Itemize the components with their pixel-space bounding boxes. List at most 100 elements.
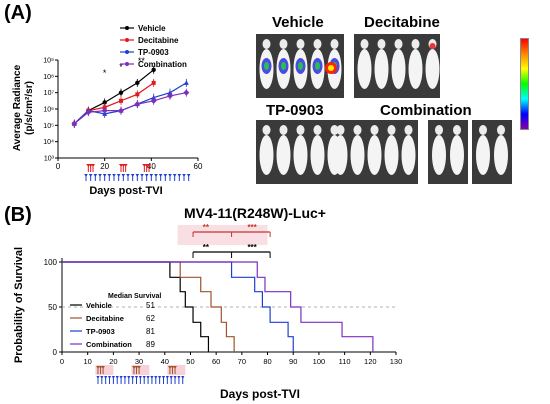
radiance-y-tick-label: 10⁶ <box>43 107 54 114</box>
tp0903-dose-arrowhead <box>102 174 107 177</box>
radiance-point <box>183 89 190 96</box>
km-y-tick-label: 0 <box>53 348 58 357</box>
radiance-y-tick-label: 10⁵ <box>43 123 54 130</box>
km-x-tick-label: 30 <box>135 357 143 366</box>
km-tp0903-dose-arrowhead <box>107 376 112 379</box>
km-tp0903-dose-arrowhead <box>111 376 115 379</box>
combination-bioluminescence-image-1 <box>330 120 418 184</box>
km-tp0903-dose-arrowhead <box>96 376 100 379</box>
tp0903-dose-arrowhead <box>93 174 98 177</box>
km-y-tick-label: 100 <box>44 258 58 267</box>
imaging-title-decitabine: Decitabine <box>364 14 440 31</box>
km-tp0903-dose-arrowhead <box>165 376 169 379</box>
tp0903-dose-arrowhead <box>98 174 102 177</box>
radiance-point <box>102 100 107 105</box>
radiance-point <box>71 120 78 127</box>
radiance-point <box>183 80 189 85</box>
tp0903-dose-arrowhead <box>140 174 144 177</box>
tp0903-dose-arrowhead <box>135 174 140 177</box>
decitabine-bioluminescence-image <box>354 34 440 98</box>
km-x-tick-label: 110 <box>339 357 351 366</box>
bracket-shade <box>177 225 268 245</box>
radiance-legend-label-0: Vehicle <box>138 24 166 33</box>
panel-b-label: (B) <box>4 204 32 226</box>
km-decitabine-dose-arrowhead <box>134 366 139 369</box>
km-title: MV4-11(R248W)-Luc+ <box>184 205 326 221</box>
survival-km-chart: MV4-11(R248W)-Luc+ Probability of Surviv… <box>13 205 403 401</box>
km-legend-label-0: Vehicle <box>86 301 112 310</box>
bracket-sig-4: *** <box>247 243 257 252</box>
dosing-shade-1 <box>131 365 150 375</box>
km-tp0903-dose-arrowhead <box>138 376 142 379</box>
tp0903-dose-arrowhead <box>121 174 126 177</box>
km-tp0903-dose-arrowhead <box>150 376 154 379</box>
decitabine-dose-arrowhead <box>91 164 95 167</box>
radiance-point <box>101 107 108 114</box>
km-tp0903-dose-arrowhead <box>158 376 162 379</box>
km-decitabine-dose-arrowhead <box>96 366 100 369</box>
km-tp0903-dose-arrowhead <box>173 376 177 379</box>
radiance-series-line-0 <box>73 69 155 125</box>
radiance-point <box>135 92 140 97</box>
km-x-tick-label: 10 <box>84 357 92 366</box>
km-decitabine-dose-arrowhead <box>168 366 172 369</box>
tp0903-dose-arrowhead <box>130 174 135 177</box>
radiance-point <box>134 101 141 108</box>
km-tp0903-dose-arrowhead <box>127 376 131 379</box>
tp0903-dose-arrowhead <box>186 174 191 177</box>
radiance-significance-mark: ** <box>138 56 146 66</box>
tp0903-dose-arrowhead <box>168 174 172 177</box>
panel-a-label: (A) <box>4 2 32 24</box>
radiance-point <box>118 107 124 114</box>
radiance-point <box>119 98 123 103</box>
km-x-tick-label: 40 <box>161 357 169 366</box>
km-tp0903-dose-arrowhead <box>154 376 158 379</box>
km-series-line-0 <box>62 261 210 352</box>
km-legend-median-1: 62 <box>146 314 155 323</box>
km-tp0903-dose-arrowhead <box>119 376 123 379</box>
tp0903-dose-arrowhead <box>84 174 88 177</box>
radiance-legend-marker-2 <box>125 50 129 54</box>
radiance-xlabel: Days post-TVI <box>89 185 162 197</box>
km-tp0903-dose-arrowhead <box>123 376 127 379</box>
radiance-point <box>85 109 92 116</box>
tp0903-dose-arrowhead <box>116 174 121 177</box>
combination-bioluminescence-image-2 <box>428 120 468 184</box>
km-tp0903-dose-arrowhead <box>169 376 173 379</box>
tp0903-dose-arrowhead <box>154 174 158 177</box>
radiance-y-tick-label: 10⁹ <box>43 58 54 65</box>
radiance-y-tick-label: 10⁷ <box>44 90 55 97</box>
km-legend-median-3: 89 <box>146 340 155 349</box>
km-decitabine-dose-arrowhead <box>137 366 141 369</box>
radiance-legend-label-3: Combination <box>138 60 187 69</box>
combination-bioluminescence-image-3 <box>472 120 512 184</box>
radiance-legend-label-2: TP-0903 <box>138 48 169 57</box>
imaging-title-vehicle: Vehicle <box>272 14 324 31</box>
radiance-point <box>151 80 156 85</box>
radiance-point <box>118 90 124 95</box>
dosing-shade-0 <box>95 365 114 375</box>
km-tp0903-dose-arrowhead <box>100 376 104 379</box>
decitabine-dose-arrowhead <box>123 164 128 167</box>
radiance-significance-mark: * <box>103 68 107 78</box>
imaging-title-combination: Combination <box>380 102 472 119</box>
median-survival-header: Median Survival <box>108 293 161 300</box>
km-x-tick-label: 80 <box>263 357 271 366</box>
radiance-line-chart: Average Radiance (p/s/cm²/sr) Days post-… <box>12 24 203 197</box>
km-series-line-1 <box>62 261 235 352</box>
km-legend-median-2: 81 <box>146 327 155 336</box>
tp0903-dose-arrowhead <box>107 174 112 177</box>
km-x-tick-label: 0 <box>60 357 64 366</box>
radiance-x-tick-label: 20 <box>100 162 109 171</box>
tp0903-dose-arrowhead <box>172 174 177 177</box>
radiance-x-tick-label: 0 <box>56 162 61 171</box>
km-decitabine-dose-arrowhead <box>170 366 175 369</box>
km-tp0903-dose-arrowhead <box>104 376 108 379</box>
tp0903-dose-arrowhead <box>88 174 93 177</box>
radiance-color-scale <box>520 38 529 130</box>
km-x-tick-label: 130 <box>390 357 403 366</box>
tp0903-dose-arrowhead <box>163 174 168 177</box>
radiance-x-tick-label: 60 <box>194 162 203 171</box>
radiance-series-line-2 <box>73 82 187 125</box>
km-tp0903-dose-arrowhead <box>134 376 139 379</box>
